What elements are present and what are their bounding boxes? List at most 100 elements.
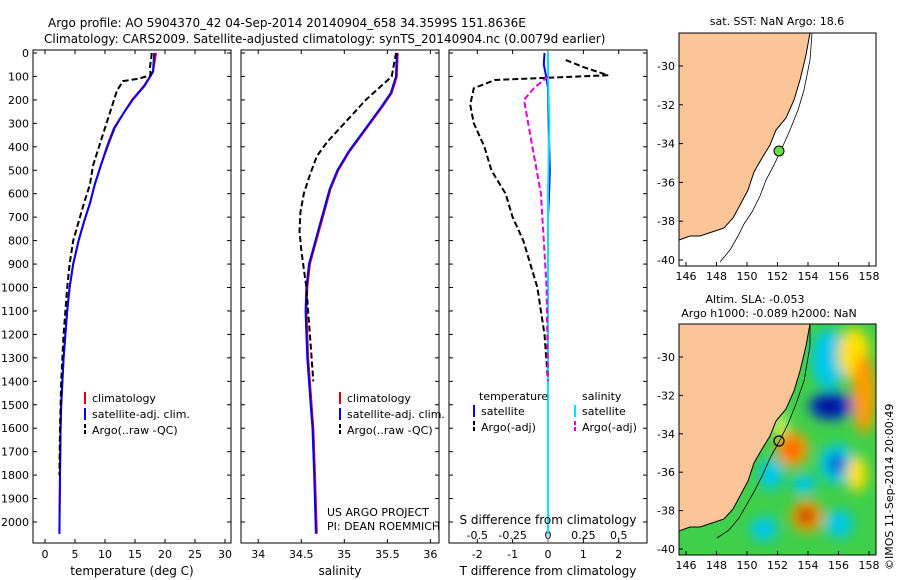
sst-map-ticks: 146 148 150 152 154 156 158 -30 -32 -34 -36 -38 -40 <box>657 60 879 283</box>
x-tick-label: 0 <box>42 548 49 561</box>
legend-label: Argo(..raw -QC) <box>92 424 178 437</box>
s-tick-label: -0.5 <box>467 529 488 542</box>
header-line2: Climatology: CARS2009. Satellite-adjuste… <box>44 32 605 46</box>
x-tick-label: 2 <box>615 548 622 561</box>
depth-tick-label: 1500 <box>1 399 29 412</box>
lon-tick-label: 154 <box>798 559 819 572</box>
x-tick-label: 15 <box>128 548 142 561</box>
salinity-panel <box>240 49 440 544</box>
t-difference-xlabel: T difference from climatology <box>459 564 637 578</box>
temperature-panel <box>32 49 232 544</box>
x-tick-label: 25 <box>188 548 202 561</box>
lat-tick-label: -30 <box>657 351 675 364</box>
depth-tick-label: 200 <box>8 94 29 107</box>
lon-tick-label: 156 <box>828 559 849 572</box>
x-tick-label: 5 <box>72 548 79 561</box>
sst-map-title: sat. SST: NaN Argo: 18.6 <box>710 15 844 28</box>
lon-tick-label: 150 <box>737 270 758 283</box>
sst-argo-marker <box>773 145 785 157</box>
x-tick-label: 34.5 <box>289 548 314 561</box>
x-tick-label: 1 <box>580 548 587 561</box>
x-tick-label: 35 <box>337 548 351 561</box>
x-tick-label: 20 <box>158 548 172 561</box>
sla-map-title2: Argo h1000: -0.089 h2000: NaN <box>681 307 857 320</box>
imos-stamp: ©IMOS 11-Sep-2014 20:00:49 <box>883 404 896 570</box>
depth-tick-label: 700 <box>8 211 29 224</box>
legend-title-salinity: salinity <box>582 390 622 403</box>
lat-tick-label: -32 <box>657 389 675 402</box>
legend-label: climatology <box>92 392 156 405</box>
series-line-argo-raw-qc <box>58 52 153 476</box>
profile-series <box>58 50 609 543</box>
series-line-temperature-argo-adj <box>469 59 609 382</box>
lat-tick-label: -38 <box>657 215 675 228</box>
sla-argo-marker <box>773 435 785 447</box>
x-tick-label: 36 <box>423 548 437 561</box>
lon-tick-label: 156 <box>828 270 849 283</box>
sla-map-title1: Altim. SLA: -0.053 <box>705 293 804 306</box>
salinity-legend: climatology satellite-adj. clim. Argo(..… <box>327 392 445 533</box>
x-tick-label: 0 <box>545 548 552 561</box>
x-tick-label: 30 <box>218 548 232 561</box>
x-tick-label: -1 <box>507 548 518 561</box>
series-line-salinity-argo-adj <box>522 75 549 382</box>
s-tick-label: -0.25 <box>498 529 526 542</box>
header-line1: Argo profile: AO 5904370_42 04-Sep-2014 … <box>48 16 526 30</box>
legend-label: Argo(-adj) <box>481 421 536 434</box>
lat-tick-label: -32 <box>657 99 675 112</box>
lat-tick-label: -40 <box>657 543 675 556</box>
lon-tick-label: 146 <box>676 559 697 572</box>
x-tick-label: 10 <box>98 548 112 561</box>
lon-tick-label: 158 <box>859 270 880 283</box>
sla-map-ticks: 146 148 150 152 154 156 158 -30 -32 -34 -36 -38 -40 <box>657 351 879 572</box>
lat-tick-label: -34 <box>657 138 675 151</box>
depth-tick-label: 1200 <box>1 328 29 341</box>
s-tick-label: 0.25 <box>571 529 596 542</box>
lon-tick-label: 146 <box>676 270 697 283</box>
lat-tick-label: -36 <box>657 466 675 479</box>
s-tick-label: 0.5 <box>610 529 628 542</box>
lon-tick-label: 152 <box>767 559 788 572</box>
sla-map <box>679 324 876 555</box>
legend-title-temperature: temperature <box>479 390 548 403</box>
lon-tick-label: 154 <box>798 270 819 283</box>
lon-tick-label: 150 <box>737 559 758 572</box>
difference-legend: temperature satellite Argo(-adj) salinit… <box>473 390 637 434</box>
legend-label: satellite-adj. clim. <box>92 408 190 421</box>
credit-pi: PI: DEAN ROEMMICH <box>327 520 440 533</box>
sst-map <box>678 32 877 267</box>
lat-tick-label: -30 <box>657 60 675 73</box>
legend-label: Argo(-adj) <box>582 421 637 434</box>
lon-tick-label: 148 <box>706 559 727 572</box>
x-tick-label: 35.5 <box>375 548 400 561</box>
depth-tick-label: 500 <box>8 164 29 177</box>
s-difference-label: S difference from climatology <box>460 513 637 527</box>
series-line-salinity-satellite <box>547 53 551 534</box>
sla-map-isobath <box>716 324 811 539</box>
depth-tick-label: 400 <box>8 141 29 154</box>
depth-tick-label: 1900 <box>1 493 29 506</box>
depth-tick-label: 1800 <box>1 469 29 482</box>
depth-tick-label: 100 <box>8 70 29 83</box>
temperature-xlabel: temperature (deg C) <box>70 564 193 578</box>
depth-tick-label: 0 <box>22 47 29 60</box>
depth-axis: 0 100 200 300 400 500 600 700 800 900 1000 1100 1200… <box>1 47 647 529</box>
sst-map-land <box>678 32 811 241</box>
depth-tick-label: 1100 <box>1 305 29 318</box>
temperature-legend: climatology satellite-adj. clim. Argo(..… <box>84 392 190 437</box>
series-line-satellite-adj-clim <box>304 52 398 534</box>
lat-tick-label: -38 <box>657 505 675 518</box>
salinity-xlabel: salinity <box>318 564 361 578</box>
lon-tick-label: 152 <box>767 270 788 283</box>
lat-tick-label: -34 <box>657 428 675 441</box>
lon-tick-label: 158 <box>859 559 880 572</box>
legend-label: satellite-adj. clim. <box>347 408 445 421</box>
legend-label: satellite <box>582 405 626 418</box>
depth-tick-label: 600 <box>8 188 29 201</box>
lat-tick-label: -40 <box>657 254 675 267</box>
lat-tick-label: -36 <box>657 176 675 189</box>
depth-tick-label: 1600 <box>1 422 29 435</box>
credit-project: US ARGO PROJECT <box>327 506 429 519</box>
depth-tick-label: 900 <box>8 258 29 271</box>
